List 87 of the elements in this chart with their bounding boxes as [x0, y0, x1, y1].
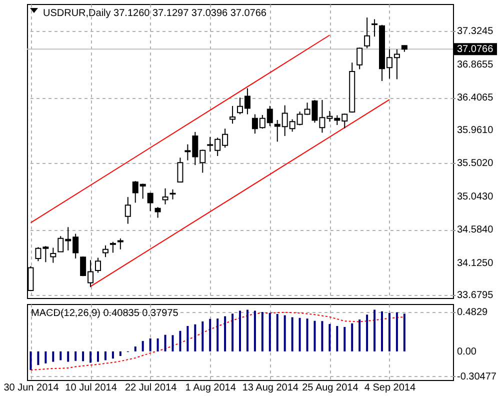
y-tick-label: 37.3245: [457, 26, 494, 38]
candlestick: [230, 105, 236, 124]
bar: [119, 351, 122, 356]
bar: [52, 351, 54, 362]
y-tick-label: 0.00: [457, 346, 477, 358]
bar: [30, 351, 32, 370]
bar: [97, 351, 99, 362]
bar: [298, 318, 301, 352]
x-tick-label: 10 Jul 2014: [65, 382, 118, 394]
bar: [142, 341, 144, 352]
candlestick: [102, 244, 108, 258]
bar: [179, 330, 182, 352]
bar: [164, 334, 166, 352]
candlestick: [356, 47, 363, 70]
bar: [276, 314, 278, 352]
bar: [314, 320, 316, 352]
bar: [261, 312, 264, 352]
y-tick-label: 34.1250: [457, 258, 494, 269]
x-tick-label: 25 Aug 2014: [302, 382, 359, 394]
bar: [90, 351, 92, 363]
candlestick: [124, 196, 131, 224]
bar: [344, 326, 346, 352]
y-tick-label: 35.5020: [457, 158, 494, 170]
bar: [388, 312, 390, 352]
bar: [112, 351, 114, 359]
candlestick: [170, 188, 176, 200]
bar: [366, 314, 368, 352]
bar: [44, 351, 47, 364]
candlestick: [154, 206, 161, 218]
candlestick: [95, 257, 101, 274]
x-tick-label: 1 Aug 2014: [185, 382, 236, 394]
bar: [156, 338, 159, 352]
candlestick: [177, 157, 184, 182]
x-tick-label: 13 Aug 2014: [242, 382, 299, 394]
candlestick: [50, 247, 56, 264]
bar: [336, 326, 338, 352]
candlestick: [147, 192, 154, 212]
candlestick: [110, 241, 116, 254]
bar: [254, 310, 256, 352]
y-tick-label: 36.8655: [457, 59, 494, 70]
bar: [149, 338, 152, 352]
candlestick: [117, 238, 124, 250]
bar: [216, 318, 219, 352]
bar: [104, 351, 106, 360]
bar: [321, 321, 324, 352]
x-tick-label: 4 Sep 2014: [364, 382, 416, 394]
candlestick: [364, 17, 370, 49]
bar: [82, 351, 84, 362]
bar: [67, 351, 70, 362]
bar: [209, 318, 212, 352]
bar: [239, 310, 241, 352]
bar: [224, 316, 226, 352]
bar: [351, 323, 354, 352]
x-tick-label: 30 Jun 2014: [4, 382, 60, 394]
y-tick-label: 35.0430: [457, 191, 494, 202]
bar: [291, 317, 294, 352]
bar: [328, 324, 331, 352]
bar: [134, 346, 136, 352]
y-tick-label: 0.4829: [457, 306, 488, 318]
candlestick: [372, 18, 378, 38]
bar: [396, 312, 398, 352]
bar: [246, 310, 248, 352]
bar: [194, 324, 196, 352]
bar: [358, 320, 361, 352]
bar: [232, 314, 234, 352]
y-tick-label: 36.4065: [457, 92, 494, 104]
y-tick-label: 33.6795: [457, 290, 494, 302]
y-tick-label: -0.30477: [457, 371, 497, 382]
x-tick-label: 22 Jul 2014: [124, 382, 178, 394]
bar: [374, 310, 376, 352]
bar: [284, 315, 286, 352]
bar: [381, 311, 383, 352]
bar: [306, 318, 308, 352]
y-tick-label: 34.5840: [457, 224, 494, 236]
chart-title: MACD(12,26,9) 0.40835 0.37975: [31, 308, 179, 319]
bar: [403, 314, 406, 352]
bar: [37, 351, 40, 366]
y-tick-label: 35.9610: [457, 124, 494, 136]
bar: [74, 351, 77, 361]
bar: [268, 312, 271, 352]
chart-title: USDRUR,Daily 37.1260 37.1297 37.0396 37.0766: [43, 8, 267, 19]
bar: [60, 351, 62, 360]
bar: [202, 321, 204, 352]
bar: [186, 326, 189, 352]
bar: [172, 335, 174, 352]
candlestick: [162, 188, 168, 205]
ref-line-label: 37.0766: [457, 44, 494, 56]
